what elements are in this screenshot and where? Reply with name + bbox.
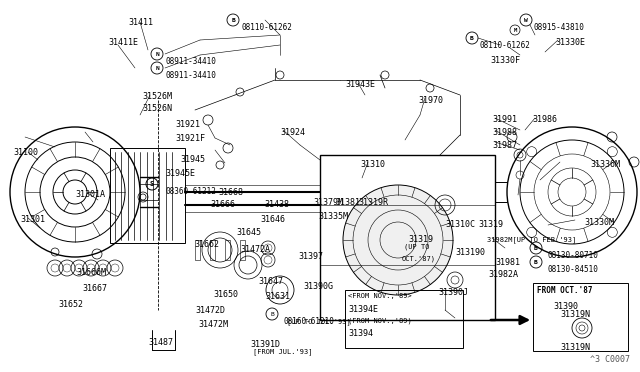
Bar bbox=[110, 148, 185, 243]
Text: 08360-61212: 08360-61212 bbox=[165, 187, 216, 196]
Text: 31987: 31987 bbox=[492, 141, 517, 150]
Text: 31397: 31397 bbox=[298, 252, 323, 261]
Text: 31981: 31981 bbox=[495, 258, 520, 267]
Text: 31319N: 31319N bbox=[560, 310, 590, 319]
Bar bbox=[320, 155, 495, 320]
Text: 31310C: 31310C bbox=[445, 220, 475, 229]
Text: 31335M: 31335M bbox=[318, 212, 348, 221]
Text: 31330F: 31330F bbox=[490, 56, 520, 65]
Text: 31330M: 31330M bbox=[584, 218, 614, 227]
Text: 31319N: 31319N bbox=[560, 343, 590, 352]
Text: 31411: 31411 bbox=[128, 18, 153, 27]
Text: 31330E: 31330E bbox=[555, 38, 585, 47]
Text: 31945E: 31945E bbox=[165, 169, 195, 178]
Text: 31319R: 31319R bbox=[358, 198, 388, 207]
Text: S: S bbox=[150, 181, 154, 187]
Text: 31394: 31394 bbox=[348, 329, 373, 338]
Text: [FROM JUL.'93]: [FROM JUL.'93] bbox=[253, 348, 312, 355]
Text: 31970: 31970 bbox=[418, 96, 443, 105]
Text: 31982A: 31982A bbox=[488, 270, 518, 279]
Text: 31945: 31945 bbox=[180, 155, 205, 164]
Text: 31381: 31381 bbox=[335, 198, 360, 207]
Text: 31988: 31988 bbox=[492, 128, 517, 137]
Text: 31991: 31991 bbox=[492, 115, 517, 124]
Text: 31390J: 31390J bbox=[438, 288, 468, 297]
Text: 31394E: 31394E bbox=[348, 305, 378, 314]
Text: 31526M: 31526M bbox=[142, 92, 172, 101]
Text: 08160-61210: 08160-61210 bbox=[284, 317, 335, 326]
Text: B: B bbox=[534, 246, 538, 250]
Text: 31652: 31652 bbox=[58, 300, 83, 309]
Text: 31662: 31662 bbox=[194, 240, 219, 249]
Bar bbox=[210, 240, 215, 260]
Text: 31668: 31668 bbox=[218, 188, 243, 197]
Text: 31301A: 31301A bbox=[75, 190, 105, 199]
Bar bbox=[240, 240, 245, 260]
Text: 31647: 31647 bbox=[258, 277, 283, 286]
Text: [UP TO JUL.'93]: [UP TO JUL.'93] bbox=[287, 318, 351, 325]
Text: B: B bbox=[270, 311, 274, 317]
Text: (UP TO: (UP TO bbox=[404, 244, 429, 250]
Text: 31666: 31666 bbox=[210, 200, 235, 209]
Text: 31391D: 31391D bbox=[250, 340, 280, 349]
Text: 31472D: 31472D bbox=[195, 306, 225, 315]
Text: B: B bbox=[470, 35, 474, 41]
Text: 31319: 31319 bbox=[478, 220, 503, 229]
Text: W: W bbox=[524, 17, 528, 22]
Text: 31438: 31438 bbox=[264, 200, 289, 209]
Text: 31390: 31390 bbox=[553, 302, 578, 311]
Text: 31472M: 31472M bbox=[198, 320, 228, 329]
Text: 31319: 31319 bbox=[408, 235, 433, 244]
Text: 31336M: 31336M bbox=[590, 160, 620, 169]
Text: 31379M: 31379M bbox=[313, 198, 343, 207]
Text: <FROM NOV.,'89>: <FROM NOV.,'89> bbox=[348, 293, 412, 299]
Bar bbox=[195, 240, 200, 260]
Text: B: B bbox=[534, 260, 538, 264]
Text: 31310: 31310 bbox=[360, 160, 385, 169]
Text: 31943E: 31943E bbox=[345, 80, 375, 89]
Text: 313190: 313190 bbox=[455, 248, 485, 257]
Text: N: N bbox=[155, 65, 159, 71]
Bar bbox=[345, 290, 463, 348]
Text: 31526N: 31526N bbox=[142, 104, 172, 113]
Text: 31924: 31924 bbox=[280, 128, 305, 137]
Text: 31487: 31487 bbox=[148, 338, 173, 347]
Text: FROM OCT.'87: FROM OCT.'87 bbox=[537, 286, 593, 295]
Text: (FROM NOV.,'89): (FROM NOV.,'89) bbox=[348, 317, 412, 324]
Text: 31921: 31921 bbox=[175, 120, 200, 129]
Text: B: B bbox=[231, 17, 235, 22]
Text: M: M bbox=[513, 28, 516, 32]
Text: 08915-43810: 08915-43810 bbox=[534, 23, 585, 32]
Text: 31301: 31301 bbox=[20, 215, 45, 224]
Text: 08130-84510: 08130-84510 bbox=[548, 265, 599, 274]
Text: 31650: 31650 bbox=[213, 290, 238, 299]
Text: 31390G: 31390G bbox=[303, 282, 333, 291]
Circle shape bbox=[343, 185, 453, 295]
Text: 31631: 31631 bbox=[265, 292, 290, 301]
Text: ^3 C0007: ^3 C0007 bbox=[590, 355, 630, 364]
Text: N: N bbox=[155, 51, 159, 57]
Text: 31921F: 31921F bbox=[175, 134, 205, 143]
Text: 31667: 31667 bbox=[82, 284, 107, 293]
Text: OCT.'87): OCT.'87) bbox=[402, 255, 436, 262]
Bar bbox=[225, 240, 230, 260]
Text: 08130-80710: 08130-80710 bbox=[548, 251, 599, 260]
Bar bbox=[533, 283, 628, 351]
Text: 31646: 31646 bbox=[260, 215, 285, 224]
Text: 08110-61262: 08110-61262 bbox=[241, 23, 292, 32]
Text: 08110-61262: 08110-61262 bbox=[480, 41, 531, 50]
Text: 31986: 31986 bbox=[532, 115, 557, 124]
Text: 31100: 31100 bbox=[13, 148, 38, 157]
Text: 31411E: 31411E bbox=[108, 38, 138, 47]
Text: 31645: 31645 bbox=[236, 228, 261, 237]
Text: 31666M: 31666M bbox=[76, 268, 106, 277]
Text: 08911-34410: 08911-34410 bbox=[165, 57, 216, 66]
Text: 08911-34410: 08911-34410 bbox=[165, 71, 216, 80]
Text: 31982M[UP TO FEB.'93]: 31982M[UP TO FEB.'93] bbox=[487, 236, 576, 243]
Text: 31472A: 31472A bbox=[240, 245, 270, 254]
